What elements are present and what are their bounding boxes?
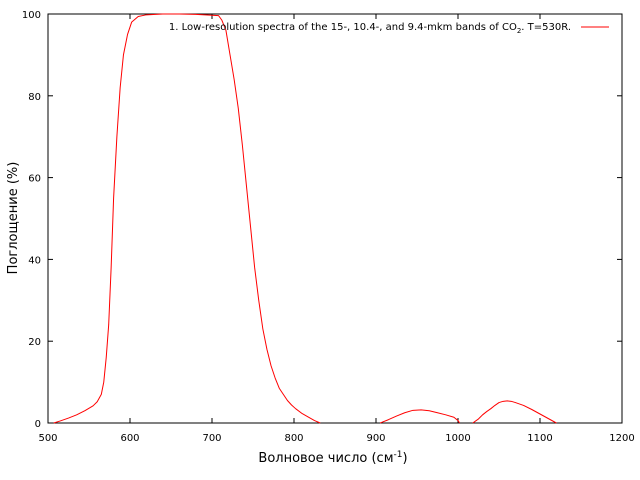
- legend-label: 1. Low-resolution spectra of the 15-, 10…: [169, 22, 571, 35]
- plot-frame: [47, 13, 623, 424]
- y-axis-ticks: 0 20 40 60 80 100: [22, 10, 622, 430]
- y-tick-label: 80: [28, 92, 41, 103]
- x-tick-label: 900: [366, 433, 385, 444]
- x-axis-label-main: Волновое число (см: [258, 451, 393, 466]
- y-tick-label: 20: [28, 337, 41, 348]
- legend-label-subscript: 2: [517, 27, 521, 35]
- y-tick-label: 40: [28, 255, 41, 266]
- x-axis-label-suffix: ): [402, 451, 407, 466]
- x-tick-label: 1000: [445, 433, 470, 444]
- series-line-segment: [53, 13, 321, 424]
- x-axis-ticks: 500 600 700 800 900 1000 1100 1200: [38, 14, 635, 444]
- x-tick-label: 1100: [527, 433, 552, 444]
- y-tick-label: 60: [28, 174, 41, 185]
- x-tick-label: 1200: [609, 433, 634, 444]
- x-axis-label: Волновое число (см-1): [258, 450, 407, 466]
- series-line-segment: [472, 400, 557, 424]
- y-tick-label: 100: [22, 10, 41, 21]
- x-tick-label: 500: [38, 433, 57, 444]
- x-tick-label: 800: [284, 433, 303, 444]
- y-tick-label: 0: [35, 419, 41, 430]
- x-tick-label: 600: [120, 433, 139, 444]
- y-axis-label: Поглощение (%): [6, 162, 21, 275]
- x-axis-label-superscript: -1: [394, 450, 403, 460]
- series-line-segment: [379, 409, 461, 424]
- legend-label-main: 1. Low-resolution spectra of the 15-, 10…: [169, 22, 517, 33]
- x-tick-label: 700: [202, 433, 221, 444]
- legend-label-suffix: . T=530R.: [521, 22, 571, 33]
- legend: 1. Low-resolution spectra of the 15-, 10…: [169, 22, 609, 35]
- series-layer: [53, 13, 557, 424]
